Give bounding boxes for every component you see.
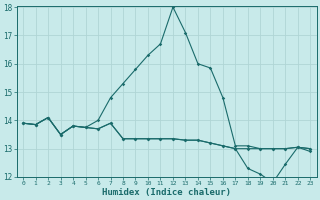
X-axis label: Humidex (Indice chaleur): Humidex (Indice chaleur) — [102, 188, 231, 197]
